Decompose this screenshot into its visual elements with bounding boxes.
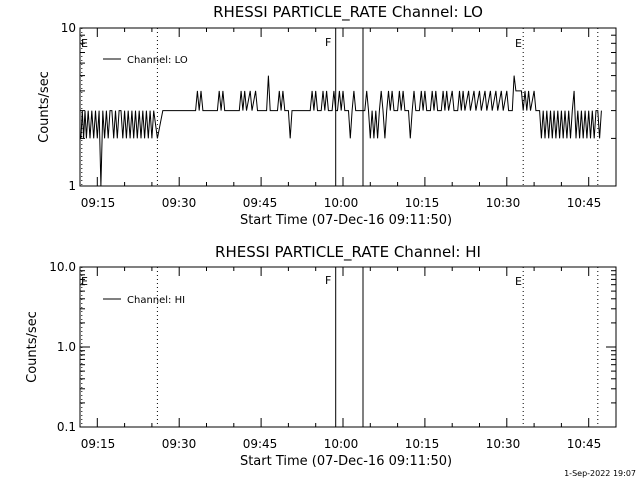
x-axis-label-hi: Start Time (07-Dec-16 09:11:50)	[240, 454, 452, 469]
x-tick-label: 09:45	[243, 437, 278, 451]
event-label: E	[81, 37, 88, 50]
x-tick-label: 10:45	[567, 196, 602, 210]
x-tick-label: 10:15	[405, 437, 440, 451]
x-tick-label: 09:30	[162, 437, 197, 451]
y-tick-label: 1.0	[57, 340, 76, 354]
panel-lo: RHESSI PARTICLE_RATE Channel: LO 10 1 09…	[37, 3, 617, 228]
y-axis-label-lo: Counts/sec	[37, 71, 52, 143]
y-tick-labels-lo: 10 1	[61, 21, 76, 193]
x-tick-labels-hi: 09:15 09:30 09:45 10:00 10:15 10:30 10:4…	[81, 437, 602, 451]
tick-marks-hi	[80, 266, 617, 428]
y-axis-label-hi: Counts/sec	[25, 311, 40, 383]
plot-frame-hi	[79, 266, 617, 428]
event-lines-lo	[81, 28, 599, 186]
plot-frame-lo	[79, 27, 617, 187]
event-label: E	[515, 275, 522, 288]
event-lines-hi	[81, 267, 599, 427]
series-line	[80, 75, 602, 187]
generation-timestamp: 1-Sep-2022 19:07	[564, 469, 636, 478]
legend-label: Channel: HI	[127, 295, 185, 306]
x-tick-label: 10:15	[405, 196, 440, 210]
series-layer-lo	[80, 75, 602, 187]
event-label: E	[515, 37, 522, 50]
x-axis-label-lo: Start Time (07-Dec-16 09:11:50)	[240, 213, 452, 228]
event-label: F	[325, 274, 331, 287]
x-tick-label: 09:45	[243, 196, 278, 210]
panel-hi: RHESSI PARTICLE_RATE Channel: HI 10.0 1.…	[25, 243, 617, 469]
x-tick-label: 10:00	[324, 437, 359, 451]
x-tick-labels-lo: 09:15 09:30 09:45 10:00 10:15 10:30 10:4…	[81, 196, 602, 210]
event-label: E	[81, 275, 88, 288]
x-tick-label: 10:00	[324, 196, 359, 210]
x-tick-label: 09:15	[81, 196, 116, 210]
y-tick-label: 10.0	[49, 260, 76, 274]
x-tick-label: 09:15	[81, 437, 116, 451]
y-tick-label: 1	[68, 179, 76, 193]
legend-lo: Channel: LO	[103, 55, 188, 66]
event-labels-lo: E F E	[81, 36, 522, 50]
y-tick-label: 10	[61, 21, 76, 35]
x-tick-label: 09:30	[162, 196, 197, 210]
chart-title-hi: RHESSI PARTICLE_RATE Channel: HI	[215, 243, 481, 262]
legend-label: Channel: LO	[127, 55, 188, 66]
x-tick-label: 10:30	[486, 437, 521, 451]
y-tick-labels-hi: 10.0 1.0 0.1	[49, 260, 76, 434]
legend-hi: Channel: HI	[103, 295, 185, 306]
x-tick-label: 10:30	[486, 196, 521, 210]
event-label: F	[325, 36, 331, 49]
y-tick-label: 0.1	[57, 420, 76, 434]
tick-marks-lo	[80, 27, 617, 187]
event-labels-hi: E F E	[81, 274, 522, 288]
chart-title-lo: RHESSI PARTICLE_RATE Channel: LO	[213, 3, 483, 22]
x-tick-label: 10:45	[567, 437, 602, 451]
